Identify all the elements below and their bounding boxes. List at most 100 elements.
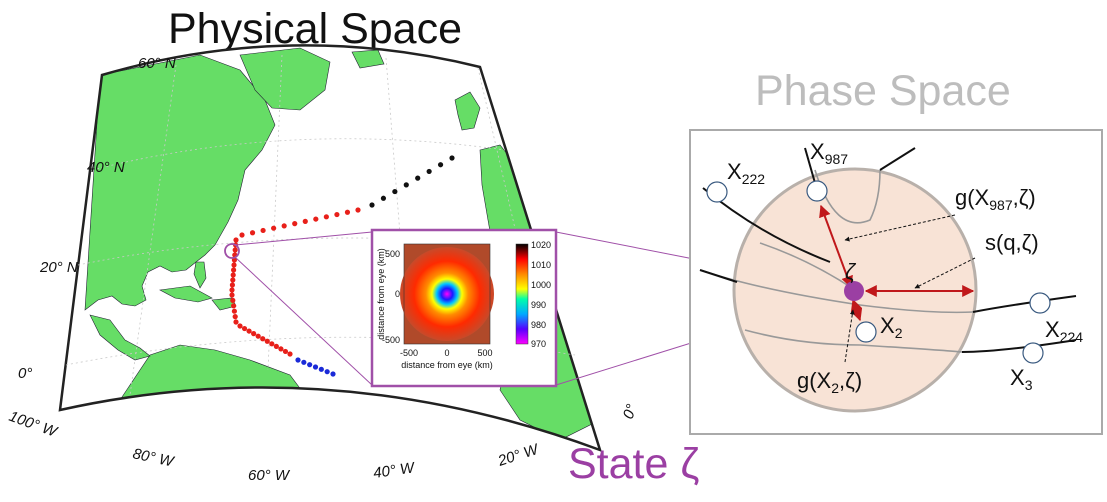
lon-label-40w: 40° W	[372, 459, 417, 482]
track-dot-red-27	[282, 348, 289, 355]
iceland-land	[351, 49, 385, 69]
greenland-land	[239, 47, 331, 111]
track-dot-blue-5	[324, 369, 330, 375]
label-g2: g(X2,ζ)	[797, 368, 862, 396]
state-dot	[844, 281, 864, 301]
track-dot-red-10	[229, 287, 235, 293]
track-dot-red-upper-8	[271, 225, 277, 231]
track-dot-red-upper-7	[281, 223, 287, 229]
lon-label-60w: 60° W	[248, 467, 291, 484]
track-dot-red-24	[269, 341, 275, 347]
track-dot-blue-3	[312, 364, 319, 370]
state-highlight-circle	[224, 243, 240, 259]
north-america-land	[84, 54, 276, 311]
track-dot-red-26	[278, 346, 284, 352]
lat-label-60n: 60° N	[138, 55, 176, 72]
inset-xtick-500: 500	[477, 348, 492, 358]
track-dot-black-7	[369, 202, 375, 208]
track-dot-red-upper-1	[344, 209, 351, 215]
lat-label-40n: 40° N	[87, 159, 125, 176]
track-dot-red-7	[230, 272, 236, 278]
zoom-line-bottom	[235, 257, 373, 386]
label-x2: X2	[880, 313, 903, 341]
track-dot-red-14	[231, 308, 237, 314]
lon-label-0: 0°	[620, 402, 641, 421]
track-dot-red-upper-5	[302, 218, 308, 224]
map-frame	[58, 44, 602, 453]
node-x2	[855, 321, 877, 343]
inset-xlabel: distance from eye (km)	[401, 360, 493, 370]
track-dot-black-3	[415, 175, 421, 181]
label-x987: X987	[810, 139, 848, 167]
lon-label-80w: 80° W	[131, 445, 176, 471]
track-dot-red-17	[237, 323, 243, 329]
state-zeta-label: ζ	[845, 259, 857, 284]
node-x3	[1022, 342, 1044, 364]
lat-label-0: 0°	[18, 365, 32, 382]
track-dot-red-upper-2	[334, 211, 340, 218]
track-dot-red-0	[233, 237, 239, 243]
hurricane-track	[229, 155, 455, 377]
track-dot-red-upper-11	[239, 232, 245, 238]
lat-label-20n: 20° N	[39, 259, 78, 276]
inset-ytick-0: 0	[395, 289, 400, 299]
label-x224: X224	[1045, 317, 1083, 345]
track-dot-red-21	[255, 333, 261, 339]
track-dot-red-12	[230, 297, 236, 303]
track-dot-red-22	[260, 336, 266, 342]
track-dot-blue-2	[307, 362, 313, 368]
track-dot-red-25	[273, 343, 279, 349]
track-dot-red-18	[241, 325, 248, 332]
track-dot-red-5	[231, 262, 237, 268]
track-dot-red-upper-10	[249, 230, 256, 236]
track-dot-red-20	[251, 331, 257, 337]
track-dot-red-11	[229, 292, 235, 298]
track-dot-blue-0	[295, 357, 301, 363]
lon-label-20w: 20° W	[495, 440, 542, 470]
arrow-g987	[819, 204, 853, 289]
cbar-tick-1000: 1000	[531, 280, 551, 290]
british-isles-land	[454, 91, 481, 131]
label-s: s(q,ζ)	[985, 230, 1039, 255]
label-x3: X3	[1010, 365, 1033, 393]
phase-space-title: Phase Space	[755, 67, 1011, 115]
trajectories	[699, 147, 1077, 353]
track-dot-black-2	[426, 168, 432, 175]
pointer-g987	[844, 214, 956, 242]
arrow-g2	[850, 298, 863, 322]
track-dot-black-1	[437, 162, 444, 168]
track-dot-red-6	[231, 267, 237, 273]
cbar-tick-970: 970	[531, 339, 546, 349]
central-america-land	[89, 314, 151, 361]
cbar-tick-1020: 1020	[531, 240, 551, 250]
phase-space-panel: X222 X987 X2 X224 X3 ζ g(X987,ζ) s(q,ζ) …	[689, 129, 1103, 435]
track-dot-red-8	[230, 277, 236, 283]
pointer-g2	[844, 309, 855, 363]
pressure-inset: 500 0 -500 -500 0 500 distance from eye …	[370, 228, 558, 388]
track-dot-black-5	[392, 188, 398, 195]
florida-land	[193, 261, 207, 289]
inset-colorbar	[515, 243, 529, 345]
cbar-tick-990: 990	[531, 300, 546, 310]
zoom-line-top	[234, 231, 373, 246]
track-dot-black-6	[380, 195, 387, 201]
inset-xtick-neg500: -500	[400, 348, 418, 358]
label-g987: g(X987,ζ)	[955, 185, 1036, 213]
track-dot-red-16	[233, 319, 239, 325]
track-dot-red-15	[232, 314, 238, 320]
pressure-plot-axes	[403, 243, 491, 345]
track-dot-black-0	[449, 155, 455, 161]
track-dot-black-4	[403, 182, 409, 188]
track-dot-red-19	[246, 328, 252, 334]
cbar-tick-980: 980	[531, 320, 546, 330]
lon-label-100w: 100° W	[7, 408, 61, 441]
track-dot-red-upper-6	[292, 221, 298, 227]
track-dot-red-upper-4	[313, 216, 319, 222]
pressure-field	[400, 247, 494, 341]
track-dot-red-23	[264, 338, 270, 344]
track-dot-red-2	[232, 247, 238, 253]
node-x224	[1029, 292, 1051, 314]
track-dot-red-upper-9	[260, 227, 266, 234]
track-dot-red-13	[231, 303, 237, 309]
